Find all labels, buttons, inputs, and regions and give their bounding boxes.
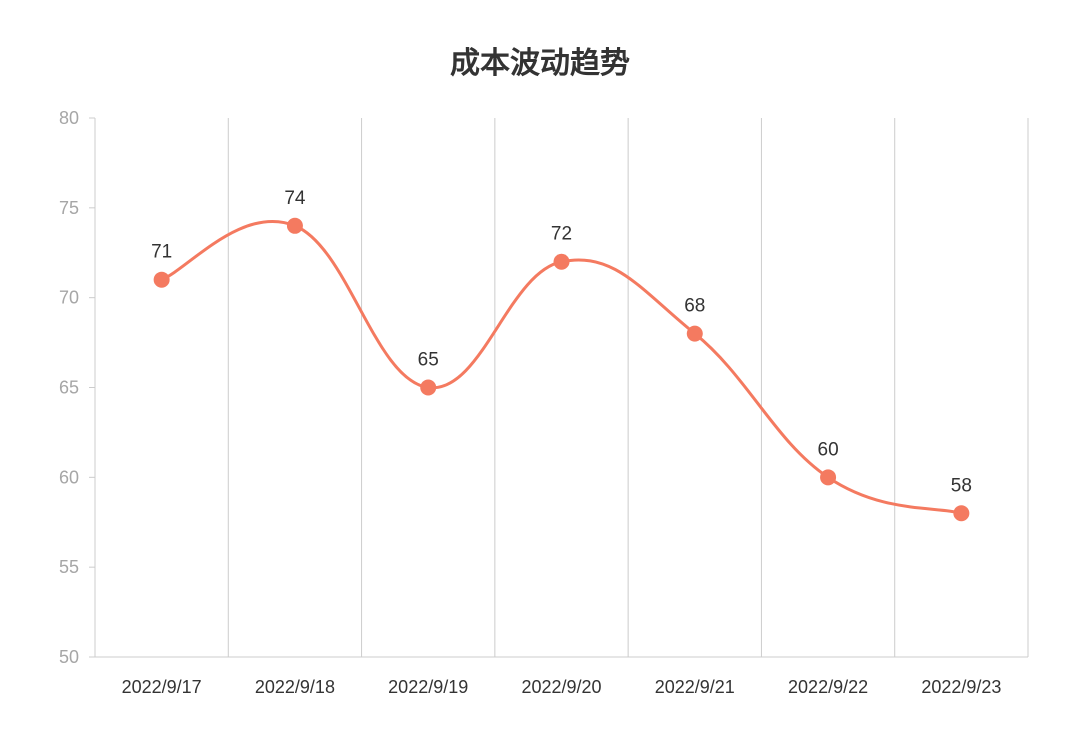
chart-title: 成本波动趋势 bbox=[450, 46, 630, 81]
y-tick-label: 65 bbox=[59, 378, 79, 398]
data-point bbox=[953, 505, 970, 522]
y-tick-label: 80 bbox=[59, 108, 79, 128]
data-label: 60 bbox=[818, 439, 839, 460]
x-tick-label: 2022/9/22 bbox=[788, 677, 868, 697]
y-tick-label: 70 bbox=[59, 288, 79, 308]
grid-lines bbox=[227, 118, 1029, 657]
data-labels: 71 74 65 72 68 60 58 bbox=[151, 188, 972, 496]
data-point bbox=[820, 469, 837, 486]
y-tick-label: 75 bbox=[59, 198, 79, 218]
y-tick-label: 50 bbox=[59, 647, 79, 667]
data-label: 68 bbox=[684, 296, 705, 317]
x-tick-label: 2022/9/21 bbox=[655, 677, 735, 697]
y-tick-label: 60 bbox=[59, 467, 79, 487]
x-tick-label: 2022/9/17 bbox=[122, 677, 202, 697]
x-tick-label: 2022/9/23 bbox=[921, 677, 1001, 697]
series bbox=[153, 217, 970, 522]
y-axis-ticks: 50 55 60 65 70 75 80 bbox=[59, 108, 95, 667]
x-tick-label: 2022/9/20 bbox=[521, 677, 601, 697]
data-label: 72 bbox=[551, 224, 572, 245]
data-label: 65 bbox=[418, 350, 439, 371]
data-label: 71 bbox=[151, 242, 172, 263]
data-label: 74 bbox=[284, 188, 306, 209]
data-label: 58 bbox=[951, 475, 972, 496]
axes bbox=[94, 118, 1028, 658]
x-tick-label: 2022/9/18 bbox=[255, 677, 335, 697]
data-point bbox=[420, 379, 437, 396]
data-point bbox=[153, 271, 170, 288]
data-point bbox=[286, 217, 303, 234]
x-axis-ticks: 2022/9/17 2022/9/18 2022/9/19 2022/9/20 2022… bbox=[122, 677, 1002, 697]
data-point bbox=[553, 253, 570, 270]
y-tick-label: 55 bbox=[59, 557, 79, 577]
x-tick-label: 2022/9/19 bbox=[388, 677, 468, 697]
data-point bbox=[686, 325, 703, 342]
